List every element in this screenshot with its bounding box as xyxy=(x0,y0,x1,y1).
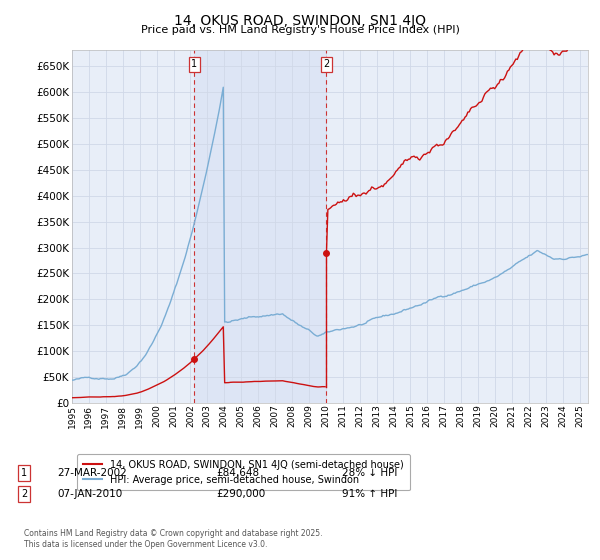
Bar xyxy=(194,50,326,403)
Text: 2: 2 xyxy=(21,489,27,499)
Text: 07-JAN-2010: 07-JAN-2010 xyxy=(57,489,122,499)
Text: Contains HM Land Registry data © Crown copyright and database right 2025.
This d: Contains HM Land Registry data © Crown c… xyxy=(24,529,323,549)
Legend: 14, OKUS ROAD, SWINDON, SN1 4JQ (semi-detached house), HPI: Average price, semi-: 14, OKUS ROAD, SWINDON, SN1 4JQ (semi-de… xyxy=(77,454,409,491)
Text: Price paid vs. HM Land Registry's House Price Index (HPI): Price paid vs. HM Land Registry's House … xyxy=(140,25,460,35)
Text: 14, OKUS ROAD, SWINDON, SN1 4JQ: 14, OKUS ROAD, SWINDON, SN1 4JQ xyxy=(174,14,426,28)
Text: 2: 2 xyxy=(323,59,329,69)
Text: £84,648: £84,648 xyxy=(216,468,259,478)
Text: 1: 1 xyxy=(21,468,27,478)
Text: 27-MAR-2002: 27-MAR-2002 xyxy=(57,468,127,478)
Text: 28% ↓ HPI: 28% ↓ HPI xyxy=(342,468,397,478)
Text: 1: 1 xyxy=(191,59,197,69)
Text: £290,000: £290,000 xyxy=(216,489,265,499)
Text: 91% ↑ HPI: 91% ↑ HPI xyxy=(342,489,397,499)
